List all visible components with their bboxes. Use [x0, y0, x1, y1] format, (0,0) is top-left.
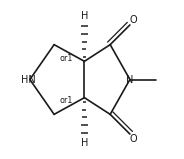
Text: H: H — [81, 138, 88, 148]
Text: O: O — [129, 15, 137, 25]
Text: O: O — [129, 134, 137, 144]
Text: or1: or1 — [60, 96, 73, 105]
Text: H: H — [81, 11, 88, 21]
Text: N: N — [126, 75, 134, 84]
Text: or1: or1 — [60, 54, 73, 63]
Text: HN: HN — [21, 75, 36, 84]
